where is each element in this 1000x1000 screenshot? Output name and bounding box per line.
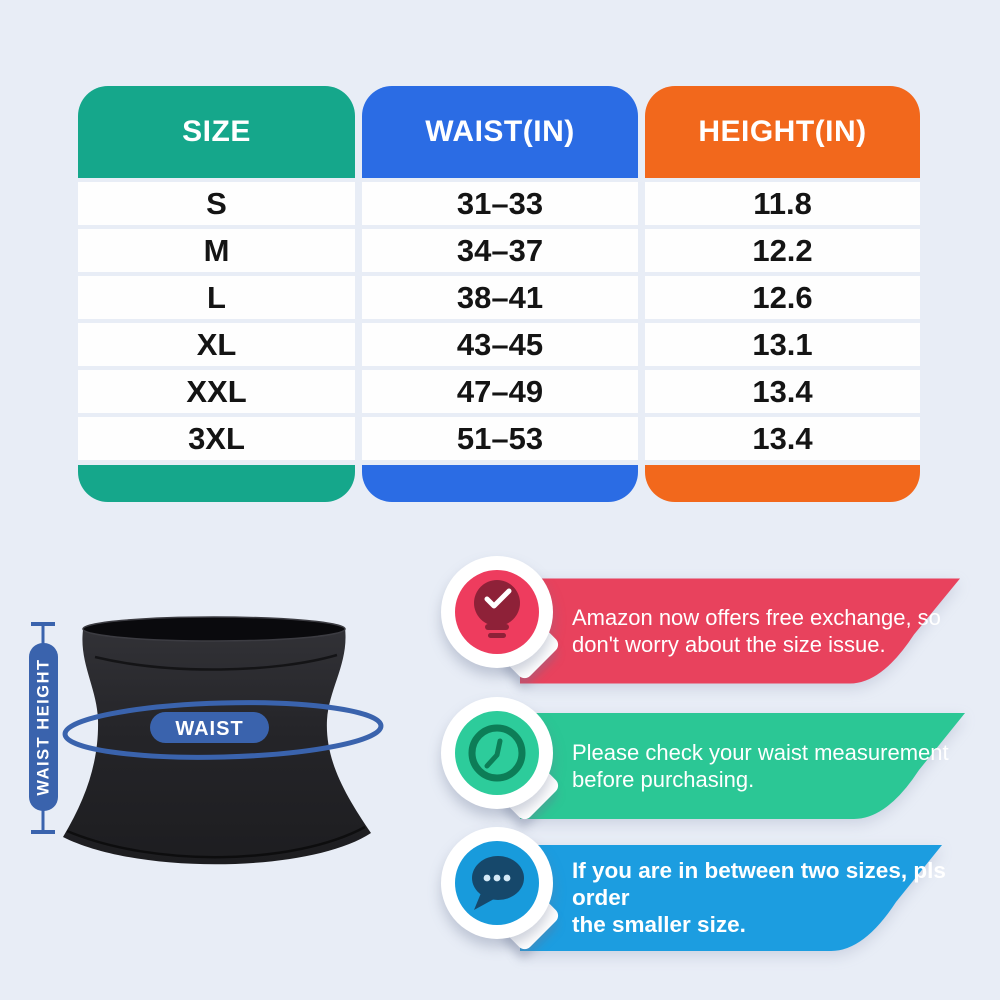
table-cell: 34–37 [362,229,638,272]
callout-line: Amazon now offers free exchange, so [572,604,941,630]
height-label: WAIST HEIGHT [35,658,53,795]
callout-text-exchange: Amazon now offers free exchange, so don'… [572,578,964,683]
table-cell: XL [78,323,355,366]
banner-shape [520,713,965,819]
size-table: SIZE S M L XL XXL 3XL WAIST(IN) 31–33 34… [78,86,920,502]
table-cell: M [78,229,355,272]
callout-banner-between-sizes [520,845,942,951]
table-cell: 12.2 [645,229,920,272]
lightbulb-check-icon [455,570,539,654]
column-footer-size [78,465,355,502]
callout-line: don't worry about the size issue. [572,631,886,657]
chat-dots-icon [455,841,539,925]
table-cell: 13.4 [645,370,920,413]
column-header-size: SIZE [78,86,355,178]
table-cell: 43–45 [362,323,638,366]
bottom-seam [66,825,366,859]
column-footer-height [645,465,920,502]
callout-badge-measure [441,697,562,823]
table-cell: XXL [78,370,355,413]
table-cell: 47–49 [362,370,638,413]
table-cell: L [78,276,355,319]
table-cell: 11.8 [645,182,920,225]
waist-trainer-diagram: WAIST WAIST HEIGHT [29,616,384,865]
waist-label: WAIST [175,718,243,740]
table-cell: S [78,182,355,225]
waist-label-pill [150,712,269,743]
banner-shape [520,578,960,684]
table-cell: 38–41 [362,276,638,319]
column-header-height: HEIGHT(IN) [645,86,920,178]
waist-measure-ring [62,700,384,760]
table-column-waist: WAIST(IN) 31–33 34–37 38–41 43–45 47–49 … [362,86,638,502]
column-header-waist: WAIST(IN) [362,86,638,178]
top-seam [94,653,338,671]
callout-line: Please check your waist measurement [572,739,949,765]
column-footer-waist [362,465,638,502]
table-cell: 31–33 [362,182,638,225]
table-cell: 13.1 [645,323,920,366]
callout-text-measure: Please check your waist measurement befo… [572,713,964,818]
table-column-size: SIZE S M L XL XXL 3XL [78,86,355,502]
table-cell: 13.4 [645,417,920,460]
height-label-pill [29,643,58,811]
table-cell: 51–53 [362,417,638,460]
callout-text-between-sizes: If you are in between two sizes, pls ord… [572,845,964,950]
banner-shape [520,845,942,951]
callout-banner-measure [520,713,965,819]
callout-line: If you are in between two sizes, pls ord… [572,858,946,910]
table-cell: 12.6 [645,276,920,319]
callout-badge-exchange [441,556,562,682]
table-cell: 3XL [78,417,355,460]
callout-banner-exchange [520,578,960,684]
table-column-height: HEIGHT(IN) 11.8 12.2 12.6 13.1 13.4 13.4 [645,86,920,502]
waist-trainer-opening [82,616,346,642]
callout-line: the smaller size. [572,912,746,937]
clock-icon [455,711,539,795]
callout-badge-between-sizes [441,827,562,953]
callout-line: before purchasing. [572,766,755,792]
